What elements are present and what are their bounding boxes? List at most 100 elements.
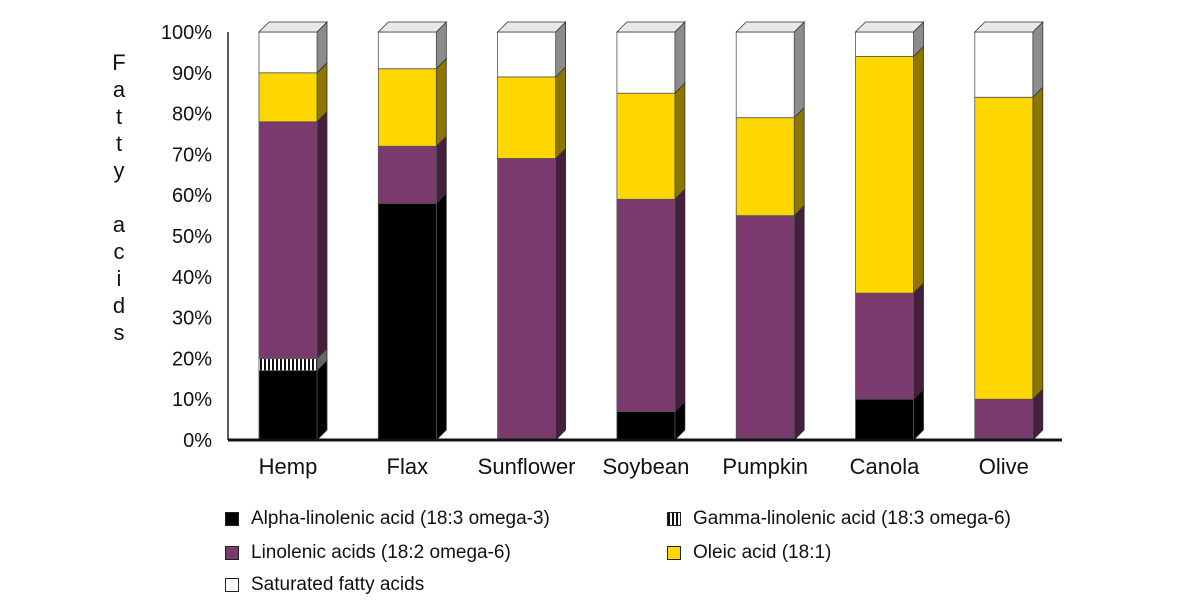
y-tick-label: 40%	[172, 267, 212, 289]
y-axis-label-letter: y	[113, 158, 125, 183]
bar-soybean-linolenic-side	[674, 188, 686, 413]
legend-item: Alpha-linolenic acid (18:3 omega-3)	[225, 508, 550, 530]
x-tick-label-soybean: Soybean	[602, 454, 689, 479]
legend-swatch	[225, 578, 239, 592]
bar-canola-oleic-side	[913, 45, 924, 295]
legend-item: Linolenic acids (18:2 omega-6)	[225, 542, 511, 564]
bar-soybean-saturated-side	[674, 21, 686, 95]
bar-pumpkin-saturated-side	[793, 21, 805, 119]
legend: Alpha-linolenic acid (18:3 omega-3) Gamma…	[225, 508, 1125, 600]
y-axis-label-letter: t	[115, 131, 123, 156]
bar-sunflower-saturated	[497, 31, 557, 78]
x-tick-label-pumpkin: Pumpkin	[722, 454, 808, 479]
bar-stack-olive	[973, 21, 1044, 441]
bar-hemp-saturated	[258, 31, 318, 74]
bar-top-hemp	[258, 21, 328, 33]
y-tick-label: 80%	[172, 104, 212, 126]
x-tick-label-flax: Flax	[387, 454, 429, 479]
bar-pumpkin-oleic-side	[793, 106, 805, 217]
legend-item: Saturated fatty acids	[225, 574, 424, 596]
legend-swatch	[225, 546, 239, 560]
bar-soybean-linolenic	[616, 198, 676, 412]
bar-sunflower-oleic-side	[555, 65, 566, 160]
legend-label: Alpha-linolenic acid (18:3 omega-3)	[251, 508, 550, 529]
x-tick-label-hemp: Hemp	[259, 454, 318, 479]
bar-hemp-alpha-linolenic	[258, 370, 318, 441]
bar-sunflower-linolenic	[497, 158, 557, 441]
y-tick-label: 20%	[172, 348, 212, 370]
y-tick-label: 100%	[161, 22, 212, 44]
bar-flax-alpha-linolenic	[377, 202, 437, 441]
bar-pumpkin-linolenic-side	[793, 204, 805, 441]
y-tick-label: 60%	[172, 185, 212, 207]
bar-pumpkin-linolenic	[735, 215, 795, 441]
x-tick-label-canola: Canola	[850, 454, 920, 479]
bar-canola-alpha-linolenic	[855, 398, 914, 441]
legend-label: Linolenic acids (18:2 omega-6)	[251, 542, 511, 563]
legend-label: Gamma-linolenic acid (18:3 omega-6)	[693, 508, 1011, 529]
y-axis-label-letter: c	[113, 239, 125, 264]
y-tick-label: 30%	[172, 308, 212, 330]
bar-flax-linolenic-side	[435, 135, 447, 205]
bar-stack-flax	[377, 21, 448, 441]
bar-olive-saturated	[974, 31, 1034, 98]
bar-sunflower-oleic	[497, 76, 557, 159]
bar-hemp-linolenic-side	[316, 110, 328, 360]
legend-label: Oleic acid (18:1)	[693, 542, 832, 563]
bar-hemp-oleic	[258, 72, 318, 123]
bar-top-olive	[973, 21, 1044, 33]
bar-flax-alpha-linolenic-side	[435, 192, 447, 441]
bar-top-canola	[854, 21, 925, 33]
legend-item: Oleic acid (18:1)	[667, 542, 831, 564]
y-axis-label-letter: t	[115, 104, 123, 129]
legend-swatch	[667, 546, 681, 560]
bar-flax-saturated	[377, 31, 437, 70]
bar-canola-linolenic-side	[913, 282, 924, 401]
x-tick-label-olive: Olive	[979, 454, 1029, 479]
y-axis-label-letter: a	[112, 77, 126, 102]
y-tick-label: 50%	[172, 226, 212, 248]
y-tick-label: 70%	[172, 144, 212, 166]
bar-pumpkin-saturated	[735, 31, 795, 119]
bar-hemp-gamma-linolenic	[258, 357, 318, 372]
bar-olive-oleic-side	[1032, 86, 1044, 401]
y-axis-label-letter: a	[112, 212, 126, 237]
bar-hemp-linolenic	[258, 121, 318, 359]
bar-stack-sunflower	[496, 21, 567, 441]
bar-hemp-alpha-linolenic-side	[316, 359, 328, 441]
bar-canola-linolenic	[855, 292, 914, 400]
bar-olive-oleic	[974, 96, 1034, 400]
legend-swatch	[225, 512, 239, 526]
bar-stack-pumpkin	[735, 21, 806, 441]
y-tick-label: 90%	[172, 63, 212, 85]
legend-swatch	[667, 512, 681, 526]
bar-top-flax	[377, 21, 448, 33]
y-tick-label: 10%	[172, 389, 212, 411]
bar-olive-saturated-side	[1032, 21, 1044, 99]
bar-soybean-alpha-linolenic	[616, 411, 676, 441]
bar-top-pumpkin	[735, 21, 806, 33]
bar-soybean-oleic-side	[674, 82, 686, 201]
bar-stack-soybean	[615, 21, 686, 441]
bar-flax-oleic	[377, 68, 437, 147]
bar-top-soybean	[615, 21, 686, 33]
bar-sunflower-linolenic-side	[555, 147, 566, 441]
bar-pumpkin-oleic	[735, 117, 795, 216]
bar-canola-saturated	[855, 31, 914, 57]
legend-item: Gamma-linolenic acid (18:3 omega-6)	[667, 508, 1011, 530]
bar-top-sunflower	[496, 21, 567, 33]
bar-stack-hemp	[258, 21, 328, 441]
y-axis-label-letter: d	[112, 293, 126, 318]
bar-flax-linolenic	[377, 145, 437, 204]
legend-label: Saturated fatty acids	[251, 574, 425, 595]
x-tick-label-sunflower: Sunflower	[478, 454, 576, 479]
y-axis-label-letter: F	[112, 50, 126, 75]
bar-soybean-saturated	[616, 31, 676, 94]
bar-flax-oleic-side	[435, 57, 447, 148]
bar-olive-linolenic	[974, 398, 1034, 441]
y-axis-label-letter: i	[116, 266, 122, 291]
y-tick-label: 0%	[183, 430, 212, 452]
